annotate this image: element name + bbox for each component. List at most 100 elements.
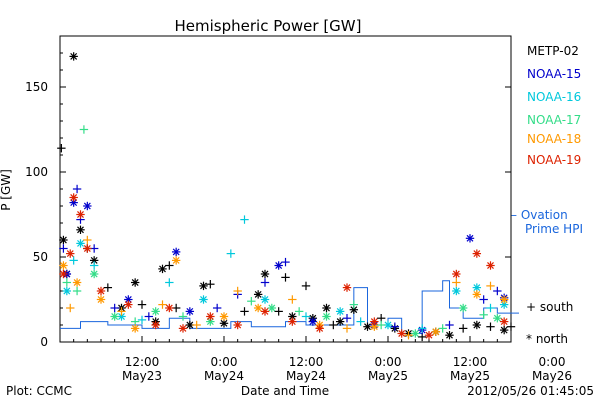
data-point-south (79, 125, 89, 134)
data-point-north (199, 281, 208, 291)
data-point-south (226, 249, 236, 258)
data-point-north (66, 249, 75, 258)
data-point-north (424, 331, 434, 340)
data-point-north (124, 300, 133, 309)
data-point-north (322, 312, 331, 321)
data-point-north (253, 303, 263, 313)
legend-item-metp02: METP-02 (527, 44, 579, 58)
y-tick-label: 50 (33, 250, 48, 264)
data-point-south (59, 244, 68, 253)
data-point-north (130, 278, 140, 287)
data-point-north (199, 295, 208, 304)
data-point-south (144, 312, 154, 321)
data-point-north (452, 286, 461, 296)
data-point-south (376, 320, 386, 330)
data-point-south (69, 256, 78, 265)
data-point-north (69, 52, 78, 61)
data-point-south (62, 278, 72, 287)
data-point-north (178, 324, 188, 333)
data-point-north (158, 264, 167, 274)
data-point-south (486, 322, 495, 331)
data-point-north (59, 235, 68, 245)
data-point-south (390, 322, 400, 331)
data-point-north (76, 225, 85, 234)
x-tick-time-label: 0:00 (539, 355, 566, 369)
data-point-south (178, 312, 188, 321)
data-point-south (445, 320, 454, 330)
data-point-south (57, 144, 66, 153)
legend-item-noaa18: NOAA-18 (527, 132, 581, 146)
data-point-north (124, 295, 133, 304)
data-point-north (151, 320, 160, 330)
data-point-north (308, 317, 318, 326)
data-point-south (493, 286, 502, 296)
x-tick-time-label: 12:00 (125, 355, 160, 369)
x-axis-ticks: 12:00May230:00May2412:00May240:00May2512… (73, 336, 572, 383)
data-point-south (192, 320, 201, 330)
data-point-south (240, 215, 249, 224)
data-point-south (349, 300, 359, 309)
data-point-north (83, 201, 92, 211)
data-point-south (274, 307, 283, 316)
data-point-south (294, 307, 304, 316)
x-tick-date-label: May24 (204, 369, 244, 383)
data-point-north (411, 329, 420, 338)
data-point-north (62, 286, 72, 296)
legend-item-ovation-line2: Prime HPI (525, 222, 583, 236)
data-point-north (472, 320, 482, 330)
data-point-north (72, 278, 82, 287)
x-tick-date-label: May24 (286, 369, 326, 383)
data-point-north (130, 324, 140, 333)
data-point-north (219, 312, 229, 321)
plot-credit: Plot: CCMC (6, 384, 72, 398)
data-point-north (452, 269, 461, 279)
data-point-north (260, 295, 270, 304)
y-tick-label: 0 (40, 335, 48, 349)
data-point-south (356, 317, 365, 326)
data-point-north (260, 269, 270, 279)
data-point-south (137, 315, 147, 325)
data-point-north (267, 303, 277, 313)
data-point-north (76, 210, 85, 219)
data-point-north (322, 303, 331, 313)
legend-marker-south: + south (526, 300, 573, 314)
data-point-north (96, 295, 106, 304)
data-point-north (288, 317, 297, 326)
data-point-north (151, 307, 160, 316)
legend-marker-north: * north (526, 332, 568, 346)
data-point-south (240, 307, 249, 316)
data-point-north (499, 325, 509, 335)
plot-timestamp: 2012/05/26 01:45:05 (467, 384, 594, 398)
data-point-north (363, 322, 372, 331)
data-point-north (493, 314, 502, 323)
y-axis-label: P [GW] (0, 169, 13, 211)
legend: METP-02 NOAA-15 NOAA-16 NOAA-17 NOAA-18 … (511, 44, 583, 346)
data-point-south (458, 324, 468, 333)
data-point-south (110, 303, 119, 313)
x-axis-label: Date and Time (241, 384, 329, 398)
data-point-south (329, 320, 338, 330)
data-point-south (506, 322, 516, 331)
data-point-north (274, 261, 283, 270)
data-point-south (103, 283, 113, 292)
data-point-north (431, 327, 441, 336)
data-point-north (59, 269, 68, 279)
data-point-south (281, 257, 290, 267)
data-point-north (233, 320, 242, 330)
data-point-south (165, 278, 174, 287)
data-point-north (335, 307, 345, 316)
data-point-north (335, 317, 345, 326)
data-point-south (486, 281, 495, 291)
data-point-south (233, 286, 242, 296)
plot-frame (59, 35, 512, 343)
data-point-south (486, 303, 495, 313)
data-point-north (465, 234, 475, 243)
data-point-south (281, 273, 290, 282)
data-point-north (165, 303, 174, 313)
data-point-north (370, 317, 379, 326)
x-tick-date-label: May25 (450, 369, 490, 383)
data-point-north (110, 312, 119, 321)
data-point-south (66, 303, 75, 313)
